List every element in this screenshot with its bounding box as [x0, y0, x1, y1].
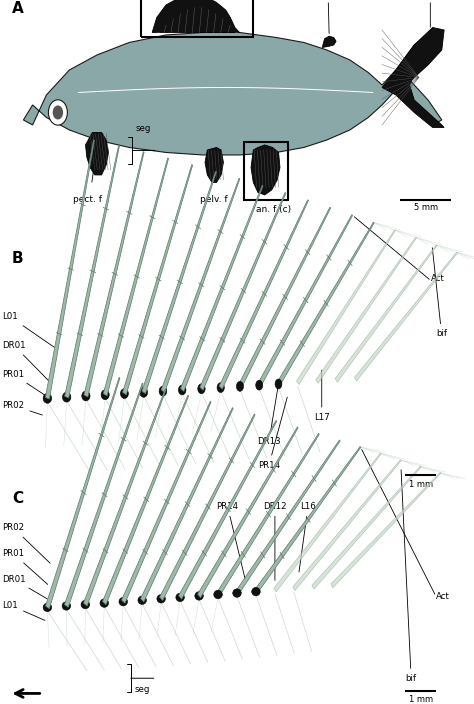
- Text: PR01: PR01: [2, 549, 48, 584]
- Ellipse shape: [237, 382, 244, 391]
- Polygon shape: [219, 200, 309, 389]
- Ellipse shape: [256, 380, 263, 390]
- Polygon shape: [64, 383, 143, 608]
- Ellipse shape: [217, 383, 224, 393]
- Text: B: B: [12, 251, 24, 266]
- Text: an. f (c): an. f (c): [256, 205, 292, 214]
- Polygon shape: [335, 244, 437, 382]
- Polygon shape: [255, 446, 361, 593]
- Text: L16: L16: [299, 502, 316, 572]
- Text: PR01: PR01: [2, 370, 47, 397]
- Text: pelv. f: pelv. f: [201, 195, 228, 204]
- Ellipse shape: [62, 602, 71, 610]
- Polygon shape: [179, 420, 277, 599]
- Text: 5 mm: 5 mm: [414, 203, 438, 213]
- Text: PR14: PR14: [217, 502, 246, 582]
- Polygon shape: [331, 472, 441, 588]
- Ellipse shape: [140, 387, 147, 397]
- Ellipse shape: [81, 601, 90, 609]
- Text: L17: L17: [314, 370, 329, 422]
- Text: DR12: DR12: [263, 502, 287, 580]
- Ellipse shape: [195, 591, 203, 600]
- Ellipse shape: [53, 106, 63, 120]
- Polygon shape: [64, 146, 119, 398]
- Ellipse shape: [82, 391, 90, 401]
- Polygon shape: [46, 377, 120, 609]
- Polygon shape: [142, 171, 217, 394]
- Ellipse shape: [178, 385, 186, 395]
- Polygon shape: [238, 207, 331, 388]
- Text: DR01: DR01: [2, 341, 50, 382]
- Polygon shape: [277, 222, 374, 386]
- Polygon shape: [293, 460, 401, 591]
- Ellipse shape: [63, 392, 71, 402]
- Text: DR13: DR13: [257, 386, 281, 446]
- Text: Act: Act: [431, 274, 445, 283]
- Polygon shape: [123, 165, 192, 395]
- Polygon shape: [23, 30, 442, 155]
- Polygon shape: [152, 0, 239, 32]
- Text: A: A: [12, 1, 24, 16]
- Polygon shape: [312, 466, 421, 589]
- Text: 1 mm: 1 mm: [409, 696, 433, 704]
- Ellipse shape: [233, 589, 241, 597]
- Bar: [244, 142, 288, 200]
- Polygon shape: [258, 215, 353, 387]
- Text: PR02: PR02: [2, 524, 50, 563]
- Text: seg: seg: [135, 685, 150, 694]
- Ellipse shape: [176, 593, 184, 602]
- Ellipse shape: [159, 386, 167, 396]
- Polygon shape: [322, 36, 336, 47]
- Ellipse shape: [100, 599, 109, 608]
- Text: L01: L01: [2, 313, 55, 348]
- Polygon shape: [121, 401, 211, 603]
- Polygon shape: [161, 178, 240, 393]
- Polygon shape: [316, 237, 417, 384]
- Polygon shape: [160, 414, 255, 601]
- Polygon shape: [251, 145, 280, 195]
- Text: PR02: PR02: [2, 401, 42, 415]
- Polygon shape: [83, 389, 166, 606]
- Polygon shape: [85, 132, 109, 175]
- Ellipse shape: [157, 595, 165, 603]
- Ellipse shape: [252, 587, 260, 596]
- Text: bif: bif: [401, 470, 417, 683]
- Polygon shape: [103, 158, 169, 396]
- Ellipse shape: [275, 379, 282, 389]
- Ellipse shape: [138, 596, 146, 605]
- Ellipse shape: [43, 603, 52, 612]
- Text: PR14: PR14: [258, 397, 287, 470]
- Polygon shape: [236, 440, 340, 595]
- Polygon shape: [84, 151, 144, 397]
- Polygon shape: [296, 230, 395, 384]
- Polygon shape: [205, 147, 223, 182]
- Polygon shape: [181, 185, 263, 391]
- Text: DR01: DR01: [2, 575, 47, 599]
- Ellipse shape: [48, 100, 67, 125]
- Polygon shape: [141, 408, 233, 602]
- Text: L01: L01: [2, 601, 45, 620]
- Text: 1 mm: 1 mm: [409, 479, 433, 489]
- Text: pect. f: pect. f: [73, 195, 102, 204]
- Polygon shape: [382, 27, 444, 127]
- Polygon shape: [355, 252, 457, 381]
- Ellipse shape: [120, 389, 128, 398]
- Ellipse shape: [43, 394, 52, 403]
- Text: Act: Act: [436, 592, 450, 601]
- Polygon shape: [46, 139, 94, 399]
- Text: bif: bif: [432, 248, 447, 338]
- Polygon shape: [198, 427, 298, 598]
- Polygon shape: [102, 395, 189, 605]
- Text: seg: seg: [136, 124, 151, 133]
- Ellipse shape: [214, 590, 222, 598]
- Ellipse shape: [198, 384, 205, 394]
- Text: C: C: [12, 491, 23, 505]
- Polygon shape: [200, 192, 286, 390]
- Ellipse shape: [101, 390, 109, 400]
- Polygon shape: [217, 434, 319, 596]
- Polygon shape: [274, 453, 381, 592]
- Ellipse shape: [119, 598, 128, 606]
- Bar: [141, 0, 253, 37]
